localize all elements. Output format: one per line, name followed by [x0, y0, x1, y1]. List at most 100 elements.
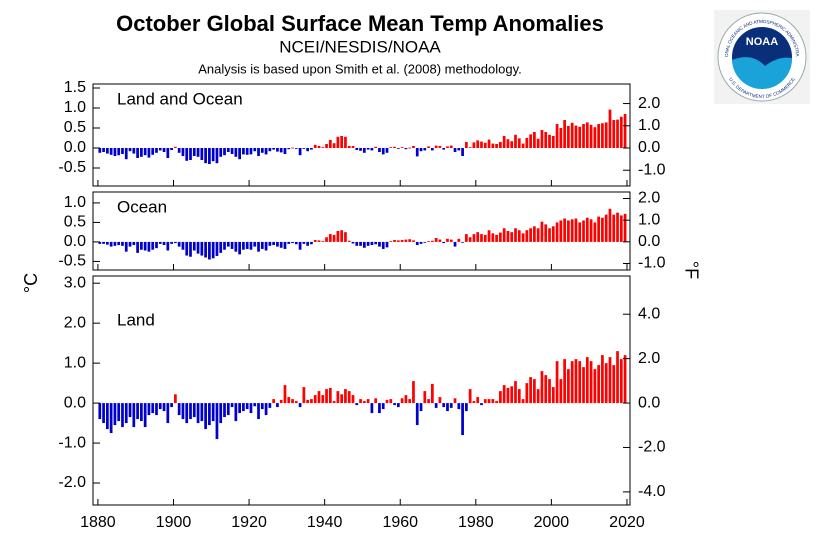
bar — [336, 136, 340, 148]
y-tick-label: 3.0 — [64, 274, 86, 291]
bar — [476, 140, 480, 148]
bar — [502, 136, 506, 148]
bar — [427, 146, 430, 148]
bar — [612, 365, 616, 404]
bar — [268, 241, 272, 246]
bar — [105, 148, 109, 154]
y-axis-label: °C — [21, 273, 41, 293]
bar — [495, 401, 498, 404]
panel-frame — [92, 275, 631, 506]
bar — [506, 139, 510, 148]
bar — [102, 241, 105, 244]
x-tick-label: 2020 — [609, 514, 645, 531]
bar — [510, 386, 514, 404]
y2-tick-label: 1.0 — [638, 117, 660, 134]
bar — [223, 241, 226, 250]
bar — [245, 403, 249, 410]
bar — [487, 399, 491, 404]
bar — [408, 399, 412, 404]
bar — [124, 148, 128, 160]
bar — [317, 391, 321, 404]
bar — [177, 148, 181, 153]
bar — [162, 403, 166, 412]
bar — [291, 241, 294, 244]
bar — [415, 403, 419, 426]
bar — [276, 148, 279, 152]
bar — [597, 216, 600, 242]
y2-tick-label: 0.0 — [638, 394, 660, 411]
bar — [385, 241, 389, 248]
bar — [143, 148, 147, 156]
bar — [208, 148, 211, 164]
bar — [415, 241, 419, 246]
bar — [623, 114, 627, 148]
x-tick-label: 1900 — [156, 514, 192, 531]
bar — [412, 381, 415, 404]
bar — [155, 403, 158, 416]
bar — [378, 148, 381, 152]
bar — [510, 232, 514, 242]
bar — [155, 241, 158, 249]
bar — [279, 148, 283, 153]
bar — [147, 403, 151, 416]
bar — [574, 359, 578, 404]
bar — [249, 403, 253, 414]
bar — [355, 148, 359, 150]
bar — [185, 403, 189, 424]
bar — [287, 241, 291, 244]
bar — [419, 148, 423, 152]
bar — [570, 361, 574, 404]
bar — [616, 212, 619, 242]
bar — [276, 403, 279, 408]
bar — [347, 146, 351, 148]
chart-subtitle: NCEI/NESDIS/NOAA — [279, 37, 441, 56]
bar — [242, 403, 245, 412]
bar — [525, 230, 529, 242]
bar — [359, 399, 362, 404]
bar — [98, 403, 102, 420]
bar — [412, 240, 415, 242]
bar — [570, 122, 574, 148]
bar — [483, 399, 487, 404]
bar — [192, 148, 196, 156]
bar — [434, 403, 438, 408]
bar — [616, 119, 619, 148]
x-tick-label: 2000 — [534, 514, 570, 531]
bar — [499, 142, 502, 148]
bar — [370, 148, 374, 151]
bar — [548, 228, 551, 242]
bar — [136, 403, 139, 420]
y-tick-label: -1.0 — [58, 434, 86, 451]
bar — [245, 241, 249, 249]
bar — [287, 148, 291, 150]
y-tick-label: 0.5 — [64, 214, 86, 231]
bar — [446, 403, 449, 412]
bar — [291, 399, 294, 404]
bar — [457, 238, 461, 242]
bar — [521, 233, 525, 242]
bar — [219, 403, 223, 424]
bar — [438, 397, 442, 404]
bar — [457, 403, 461, 410]
bar — [480, 141, 483, 148]
bar — [287, 397, 291, 404]
y-tick-label: 2.0 — [64, 314, 86, 331]
bar — [536, 389, 540, 404]
bar — [400, 147, 404, 148]
bar — [117, 403, 121, 422]
bar — [325, 389, 328, 404]
bar — [147, 148, 151, 158]
bar — [211, 148, 215, 162]
bar — [472, 142, 476, 148]
bar — [551, 387, 555, 404]
bar — [487, 139, 491, 148]
bar — [438, 146, 442, 148]
bar — [404, 395, 408, 404]
bar — [555, 222, 559, 242]
bar — [619, 215, 623, 242]
bar — [430, 148, 434, 151]
bar — [302, 148, 306, 149]
bar — [608, 109, 612, 148]
bar — [533, 226, 536, 242]
bar — [355, 403, 359, 406]
